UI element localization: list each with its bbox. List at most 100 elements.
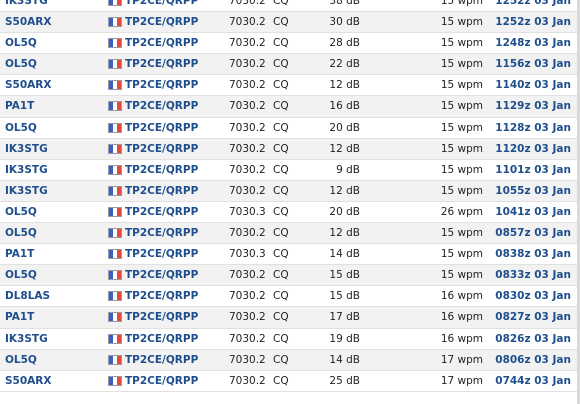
spot-time-link[interactable]: 0830z 03 Jan <box>495 290 571 303</box>
speed: 16 wpm <box>440 311 483 324</box>
spot-row: OL5Q TP2CE/QRPP 7030.2 CQ 15 dB 15 wpm 0833z 0… <box>0 265 580 287</box>
dx-callsign-link[interactable]: TP2CE/QRPP <box>125 142 199 155</box>
dx-callsign-link[interactable]: TP2CE/QRPP <box>125 374 199 387</box>
mode: CQ <box>273 205 289 218</box>
spot-row: IK3STG TP2CE/QRPP 7030.2 CQ 38 dB 15 wpm 1252z… <box>0 0 580 13</box>
dx-callsign-link[interactable]: TP2CE/QRPP <box>125 0 199 7</box>
speed: 17 wpm <box>440 374 483 387</box>
signal-strength: 25 dB <box>329 374 360 387</box>
dx-callsign-link[interactable]: TP2CE/QRPP <box>125 163 199 176</box>
france-flag-icon <box>108 375 122 386</box>
dx-callsign-link[interactable]: TP2CE/QRPP <box>125 79 199 92</box>
spotter-callsign-link[interactable]: OL5Q <box>5 353 37 366</box>
speed: 16 wpm <box>440 332 483 345</box>
spot-time-link[interactable]: 1055z 03 Jan <box>495 184 571 197</box>
dx-callsign-link[interactable]: TP2CE/QRPP <box>125 121 199 134</box>
frequency: 7030.2 <box>229 184 266 197</box>
spotter-callsign-link[interactable]: S50ARX <box>5 79 52 92</box>
mode: CQ <box>273 290 289 303</box>
france-flag-icon <box>108 38 122 49</box>
spotter-callsign-link[interactable]: IK3STG <box>5 184 48 197</box>
spot-time-link[interactable]: 0826z 03 Jan <box>495 332 571 345</box>
spotter-callsign-link[interactable]: IK3STG <box>5 142 48 155</box>
dx-callsign-link[interactable]: TP2CE/QRPP <box>125 227 199 240</box>
signal-strength: 16 dB <box>329 100 360 113</box>
spotter-callsign-link[interactable]: PA1T <box>5 248 35 261</box>
spotter-callsign-link[interactable]: S50ARX <box>5 16 52 29</box>
scrollbar[interactable] <box>577 0 580 404</box>
frequency: 7030.2 <box>229 37 266 50</box>
mode: CQ <box>273 311 289 324</box>
france-flag-icon <box>108 270 122 281</box>
spot-time-link[interactable]: 0744z 03 Jan <box>495 374 571 387</box>
spotter-callsign-link[interactable]: IK3STG <box>5 163 48 176</box>
spot-time-link[interactable]: 1128z 03 Jan <box>495 121 571 134</box>
dx-callsign-link[interactable]: TP2CE/QRPP <box>125 269 199 282</box>
spotter-callsign-link[interactable]: OL5Q <box>5 58 37 71</box>
signal-strength: 14 dB <box>329 353 360 366</box>
france-flag-icon <box>108 143 122 154</box>
mode: CQ <box>273 353 289 366</box>
spotter-callsign-link[interactable]: PA1T <box>5 100 35 113</box>
spot-row: IK3STG TP2CE/QRPP 7030.2 CQ 19 dB 16 wpm 0826z… <box>0 329 580 350</box>
spot-time-link[interactable]: 0833z 03 Jan <box>495 269 571 282</box>
speed: 15 wpm <box>440 184 483 197</box>
dx-callsign-link[interactable]: TP2CE/QRPP <box>125 248 199 261</box>
dx-callsign-link[interactable]: TP2CE/QRPP <box>125 37 199 50</box>
spotter-callsign-link[interactable]: S50ARX <box>5 374 52 387</box>
spot-time-link[interactable]: 1120z 03 Jan <box>495 142 571 155</box>
speed: 15 wpm <box>440 269 483 282</box>
spot-time-link[interactable]: 1248z 03 Jan <box>495 37 571 50</box>
spot-row: S50ARX TP2CE/QRPP 7030.2 CQ 25 dB 17 wpm 0744z… <box>0 371 580 392</box>
spotter-callsign-link[interactable]: IK3STG <box>5 0 48 7</box>
spotter-callsign-link[interactable]: PA1T <box>5 311 35 324</box>
spots-table: IK3STG TP2CE/QRPP 7030.2 CQ 38 dB 15 wpm 1252z… <box>0 0 580 392</box>
spot-row: OL5Q TP2CE/QRPP 7030.2 CQ 14 dB 17 wpm 0806z 0… <box>0 349 580 371</box>
france-flag-icon <box>108 312 122 323</box>
frequency: 7030.2 <box>229 332 266 345</box>
spot-time-link[interactable]: 1156z 03 Jan <box>495 58 571 71</box>
dx-callsign-link[interactable]: TP2CE/QRPP <box>125 184 199 197</box>
spot-time-link[interactable]: 1041z 03 Jan <box>495 205 571 218</box>
spot-time-link[interactable]: 1101z 03 Jan <box>495 163 571 176</box>
speed: 26 wpm <box>440 205 483 218</box>
spot-time-link[interactable]: 0857z 03 Jan <box>495 227 571 240</box>
spotter-callsign-link[interactable]: OL5Q <box>5 227 37 240</box>
spotter-callsign-link[interactable]: OL5Q <box>5 205 37 218</box>
mode: CQ <box>273 16 289 29</box>
spotter-callsign-link[interactable]: DL8LAS <box>5 290 51 303</box>
signal-strength: 14 dB <box>329 248 360 261</box>
spotter-callsign-link[interactable]: OL5Q <box>5 121 37 134</box>
spotter-callsign-link[interactable]: OL5Q <box>5 269 37 282</box>
mode: CQ <box>273 121 289 134</box>
signal-strength: 20 dB <box>329 121 360 134</box>
frequency: 7030.2 <box>229 79 266 92</box>
frequency: 7030.2 <box>229 16 266 29</box>
spotter-callsign-link[interactable]: IK3STG <box>5 332 48 345</box>
spot-time-link[interactable]: 1252z 03 Jan <box>495 16 571 29</box>
frequency: 7030.2 <box>229 353 266 366</box>
dx-callsign-link[interactable]: TP2CE/QRPP <box>125 332 199 345</box>
frequency: 7030.2 <box>229 0 266 7</box>
speed: 15 wpm <box>440 0 483 7</box>
spot-time-link[interactable]: 1129z 03 Jan <box>495 100 571 113</box>
dx-callsign-link[interactable]: TP2CE/QRPP <box>125 311 199 324</box>
dx-callsign-link[interactable]: TP2CE/QRPP <box>125 100 199 113</box>
spot-time-link[interactable]: 0827z 03 Jan <box>495 311 571 324</box>
signal-strength: 30 dB <box>329 16 360 29</box>
dx-callsign-link[interactable]: TP2CE/QRPP <box>125 290 199 303</box>
dx-callsign-link[interactable]: TP2CE/QRPP <box>125 16 199 29</box>
spot-time-link[interactable]: 0838z 03 Jan <box>495 248 571 261</box>
speed: 15 wpm <box>440 37 483 50</box>
spot-time-link[interactable]: 1140z 03 Jan <box>495 79 571 92</box>
france-flag-icon <box>108 0 122 6</box>
dx-callsign-link[interactable]: TP2CE/QRPP <box>125 353 199 366</box>
spotter-callsign-link[interactable]: OL5Q <box>5 37 37 50</box>
frequency: 7030.2 <box>229 121 266 134</box>
frequency: 7030.2 <box>229 227 266 240</box>
signal-strength: 12 dB <box>329 227 360 240</box>
spot-time-link[interactable]: 1252z 03 Jan <box>495 0 571 7</box>
dx-callsign-link[interactable]: TP2CE/QRPP <box>125 58 199 71</box>
dx-callsign-link[interactable]: TP2CE/QRPP <box>125 205 199 218</box>
spot-time-link[interactable]: 0806z 03 Jan <box>495 353 571 366</box>
